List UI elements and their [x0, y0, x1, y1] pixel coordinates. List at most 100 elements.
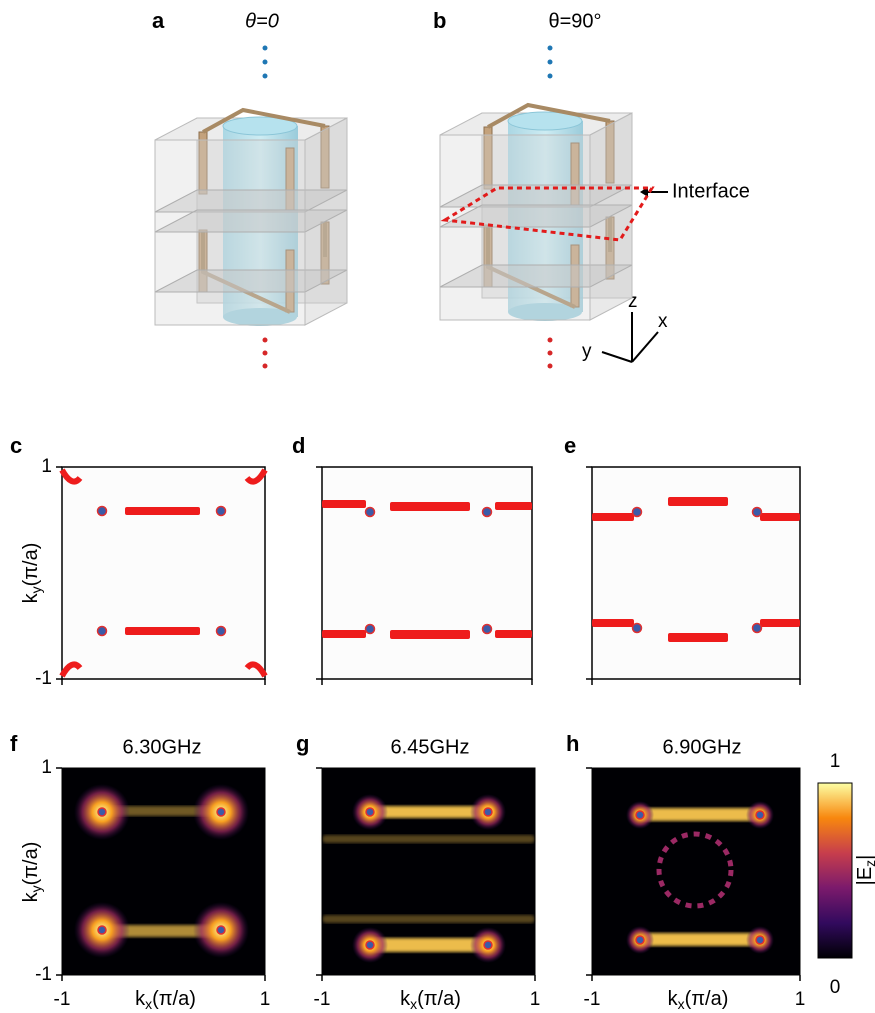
- x-tick-label: -1: [314, 989, 331, 1010]
- weyl-point: [217, 507, 226, 516]
- weyl-point: [753, 508, 762, 517]
- weyl-point: [98, 926, 106, 934]
- x-tick-label: 1: [530, 989, 541, 1010]
- cell-side: [305, 118, 347, 325]
- weyl-point: [484, 808, 492, 816]
- weyl-point: [98, 507, 107, 516]
- contour: [760, 513, 800, 521]
- weyl-point: [217, 926, 225, 934]
- contour: [592, 513, 634, 521]
- panel-label: c: [10, 433, 22, 458]
- colorbar-min: 0: [830, 977, 841, 998]
- contour: [125, 627, 200, 635]
- field-band: [322, 915, 535, 923]
- ellipsis-dot: [263, 338, 268, 343]
- ellipsis-dot: [263, 351, 268, 356]
- weyl-point: [636, 936, 644, 944]
- contour: [390, 630, 470, 639]
- label-sub: y: [28, 885, 44, 892]
- frequency-title: 6.30GHz: [123, 736, 202, 758]
- x-tick-label: -1: [584, 989, 601, 1010]
- panel-label: b: [433, 8, 446, 33]
- weyl-point: [633, 624, 642, 633]
- ellipsis-dot: [548, 74, 553, 79]
- ellipsis-dot: [263, 46, 268, 51]
- weyl-point: [483, 508, 492, 517]
- label-rest: (π/a): [20, 543, 42, 587]
- y-axis-label: ky(π/a): [20, 543, 43, 604]
- axes-triad: [602, 312, 658, 362]
- contour: [592, 619, 634, 627]
- plot-frame: [322, 467, 532, 679]
- y-tick-label: -1: [35, 964, 52, 985]
- figure: a θ=0 b θ=90° Interface z x y c d e f g …: [0, 0, 875, 1013]
- field-band: [322, 835, 535, 843]
- angle-label: θ=90°: [548, 10, 601, 32]
- panel-label: g: [296, 731, 309, 756]
- contour: [125, 507, 200, 515]
- interface-label: Interface: [672, 180, 750, 202]
- cell-front: [155, 140, 305, 325]
- frequency-title: 6.90GHz: [663, 736, 742, 758]
- ellipsis-dot: [548, 351, 553, 356]
- ellipsis-dot: [548, 46, 553, 51]
- contour: [760, 619, 800, 627]
- contour: [390, 502, 470, 511]
- weyl-point: [483, 625, 492, 634]
- ellipsis-dot: [548, 364, 553, 369]
- panel-label: h: [566, 731, 579, 756]
- frequency-title: 6.45GHz: [391, 736, 470, 758]
- ellipsis-dot: [263, 74, 268, 79]
- weyl-point: [98, 808, 106, 816]
- label-rest: (π/a): [417, 988, 461, 1010]
- x-tick-label: 1: [795, 989, 806, 1010]
- label-rest: (π/a): [685, 988, 729, 1010]
- contour: [322, 630, 366, 638]
- label-sub: x: [410, 996, 417, 1012]
- contour: [668, 497, 728, 506]
- panel-label: e: [564, 433, 576, 458]
- y-tick-label: -1: [35, 668, 52, 689]
- label-rest: (π/a): [152, 988, 196, 1010]
- ellipsis-dot: [548, 60, 553, 65]
- unit-cell: [440, 105, 652, 321]
- panel-label: a: [152, 8, 165, 33]
- x-axis-label: kx(π/a): [400, 988, 461, 1011]
- weyl-point: [756, 936, 764, 944]
- x-tick-label: 1: [260, 989, 271, 1010]
- weyl-point: [98, 627, 107, 636]
- weyl-point: [753, 624, 762, 633]
- label-sub: x: [145, 996, 152, 1012]
- weyl-point: [217, 808, 225, 816]
- ellipsis-dot: [548, 338, 553, 343]
- cell-side: [590, 113, 632, 320]
- weyl-point: [217, 627, 226, 636]
- label-sub: y: [28, 586, 44, 593]
- y-tick-label: 1: [41, 757, 52, 778]
- weyl-point: [366, 508, 375, 517]
- weyl-point: [756, 811, 764, 819]
- weyl-point: [366, 625, 375, 634]
- x-tick-label: -1: [54, 989, 71, 1010]
- axis-x: x: [658, 311, 668, 332]
- label-sub: x: [678, 996, 685, 1012]
- y-axis-label: ky(π/a): [20, 842, 43, 903]
- weyl-point: [636, 811, 644, 819]
- field-band: [640, 808, 760, 821]
- colorbar: [818, 783, 852, 958]
- weyl-point: [633, 508, 642, 517]
- panel-label: f: [10, 731, 18, 756]
- unit-cell: [155, 110, 347, 326]
- weyl-point: [484, 941, 492, 949]
- colorbar-max: 1: [830, 751, 841, 772]
- ellipsis-dot: [263, 60, 268, 65]
- ellipsis-dot: [263, 364, 268, 369]
- contour: [668, 633, 728, 642]
- contour: [322, 500, 366, 508]
- angle-label: θ=0: [245, 10, 279, 32]
- weyl-point: [366, 941, 374, 949]
- panel-label: d: [292, 433, 305, 458]
- plot-frame: [62, 467, 265, 679]
- axis-y: y: [582, 341, 592, 362]
- field-band: [640, 933, 760, 946]
